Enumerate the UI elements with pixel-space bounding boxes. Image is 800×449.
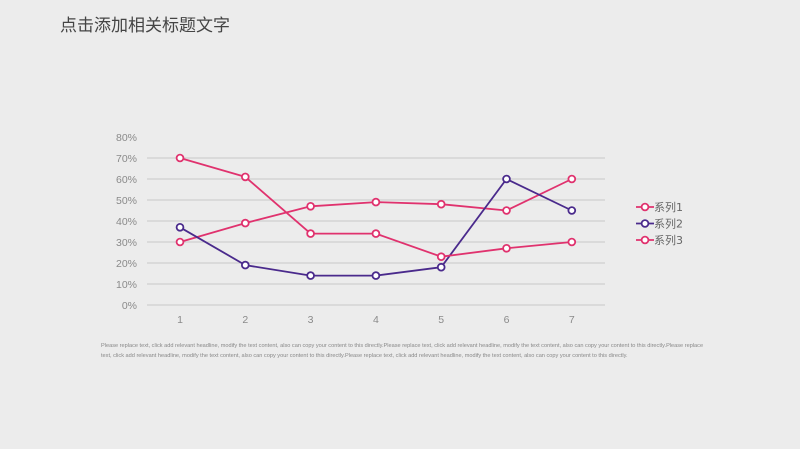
y-tick-label: 50%: [116, 195, 137, 207]
series-1-point: [306, 202, 315, 211]
series-1-point: [241, 218, 250, 228]
description-text: Please replace text, click add relevant …: [101, 343, 704, 359]
x-tick-label: 1: [177, 314, 183, 326]
x-tick-label: 2: [242, 314, 248, 326]
legend-marker: [640, 235, 650, 245]
series-3-point: [502, 244, 511, 253]
y-tick-label: 10%: [116, 279, 137, 291]
series-1-point: [567, 174, 577, 184]
x-tick-label: 7: [569, 314, 575, 326]
x-tick-label: 4: [373, 314, 379, 326]
series-2-point: [567, 206, 577, 215]
y-tick-label: 60%: [116, 174, 137, 186]
legend-label: 系列2: [654, 217, 683, 231]
series-3: [175, 153, 577, 262]
series-2-point: [175, 223, 185, 232]
y-tick-label: 30%: [116, 237, 137, 249]
page-title: 点击添加相关标题文字: [60, 16, 230, 36]
legend-marker: [640, 219, 650, 228]
y-tick-label: 20%: [116, 258, 137, 270]
series-1-point: [175, 237, 185, 247]
series-3-point: [241, 172, 250, 182]
y-tick-label: 70%: [116, 153, 137, 165]
legend-marker: [640, 202, 650, 212]
series-2-point: [502, 174, 511, 184]
y-tick-label: 0%: [122, 300, 137, 312]
series-3-point: [436, 252, 446, 262]
series-1-point: [371, 197, 381, 207]
series-2-line: [179, 178, 573, 277]
y-tick-label: 40%: [116, 216, 137, 228]
series-3-point: [175, 153, 185, 163]
y-axis-tick-labels: 0% 10% 20% 30% 40% 50% 60% 70% 80%: [116, 132, 137, 312]
series-2: [175, 174, 577, 280]
y-tick-label: 80%: [116, 132, 137, 144]
legend-item-2: 系列2: [636, 217, 683, 231]
legend-item-1: 系列1: [636, 200, 683, 214]
series-3-point: [567, 237, 577, 247]
series-2-point: [306, 271, 315, 280]
series-layer: [175, 153, 577, 280]
legend-label: 系列3: [654, 233, 683, 247]
x-tick-label: 3: [308, 314, 314, 326]
series-3-point: [306, 229, 315, 238]
x-tick-label: 5: [438, 314, 444, 326]
legend-label: 系列1: [654, 200, 683, 214]
series-1-point: [502, 206, 511, 215]
series-3-point: [371, 229, 381, 238]
series-2-point: [436, 262, 446, 272]
legend-item-3: 系列3: [636, 233, 683, 247]
series-1-point: [436, 199, 446, 209]
series-2-point: [371, 271, 381, 280]
x-axis-tick-labels: 1 2 3 4 5 6 7: [177, 314, 575, 326]
series-1: [175, 174, 577, 247]
x-tick-label: 6: [504, 314, 510, 326]
series-2-point: [241, 260, 250, 270]
legend: 系列1 系列2 系列3: [636, 200, 683, 247]
